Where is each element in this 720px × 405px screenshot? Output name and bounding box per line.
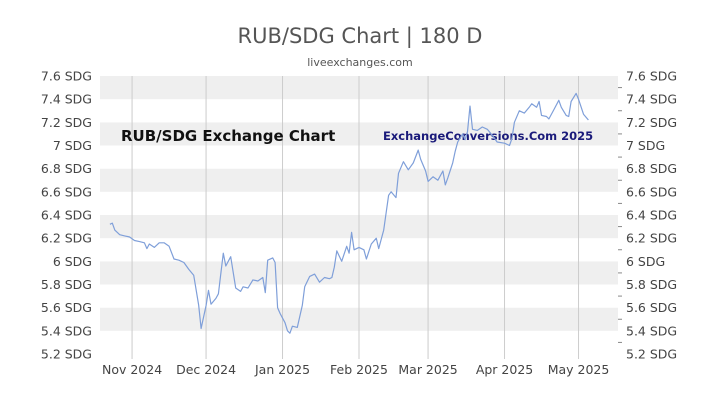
x-tick-label: Dec 2024	[176, 362, 236, 377]
y-tick-label: 6 SDG	[626, 254, 665, 269]
y-tick-label: 7.4 SDG	[41, 92, 92, 107]
series-line	[109, 92, 589, 334]
y-tick-label: 7.6 SDG	[41, 69, 92, 84]
y-tick-label: 5.4 SDG	[41, 323, 92, 338]
y-tick-label: 6.4 SDG	[626, 208, 677, 223]
y-tick-label: 6.8 SDG	[626, 161, 677, 176]
y-tick-label: 5.8 SDG	[41, 277, 92, 292]
y-tick-label: 7.2 SDG	[41, 115, 92, 130]
y-tick-label: 6.2 SDG	[41, 231, 92, 246]
x-tick-label: May 2025	[548, 362, 610, 377]
month-gridlines	[131, 76, 580, 359]
y-tick-label: 6.2 SDG	[626, 231, 677, 246]
y-tick-label: 5.6 SDG	[41, 300, 92, 315]
y-tick-label: 6.6 SDG	[626, 184, 677, 199]
x-tick-label: Apr 2025	[476, 362, 533, 377]
x-axis: Nov 2024 Dec 2024 Jan 2025 Feb 2025 Mar 2025…	[102, 362, 609, 377]
watermark-right: ExchangeConversions.Com 2025	[383, 129, 593, 143]
y-tick-label: 7.6 SDG	[626, 69, 677, 84]
y-tick-label: 6 SDG	[53, 254, 92, 269]
y-tick-label: 7 SDG	[53, 138, 92, 153]
y-tick-label: 5.2 SDG	[41, 347, 92, 362]
x-tick-label: Nov 2024	[102, 362, 162, 377]
series-layer	[109, 92, 589, 334]
y-tick-label: 6.6 SDG	[41, 184, 92, 199]
chart-title: RUB/SDG Chart | 180 D	[237, 24, 483, 48]
y-axis-right: 5.2 SDG 5.4 SDG 5.6 SDG 5.8 SDG 6 SDG 6.2 SDG…	[618, 69, 677, 362]
y-tick-label: 5.8 SDG	[626, 277, 677, 292]
x-tick-label: Jan 2025	[254, 362, 310, 377]
y-tick-label: 5.6 SDG	[626, 300, 677, 315]
chart-subtitle: liveexchanges.com	[307, 56, 413, 69]
y-tick-label: 6.8 SDG	[41, 161, 92, 176]
y-tick-label: 6.4 SDG	[41, 208, 92, 223]
y-tick-label: 5.4 SDG	[626, 323, 677, 338]
y-tick-label: 7.2 SDG	[626, 115, 677, 130]
grid-bands	[100, 76, 618, 354]
x-tick-label: Feb 2025	[330, 362, 388, 377]
y-axis-left: 5.2 SDG 5.4 SDG 5.6 SDG 5.8 SDG 6 SDG 6.2 SDG…	[41, 69, 92, 362]
watermark-left: RUB/SDG Exchange Chart	[121, 127, 335, 145]
y-tick-label: 7.4 SDG	[626, 92, 677, 107]
y-tick-label: 7 SDG	[626, 138, 665, 153]
y-tick-label: 5.2 SDG	[626, 347, 677, 362]
x-tick-label: Mar 2025	[398, 362, 457, 377]
